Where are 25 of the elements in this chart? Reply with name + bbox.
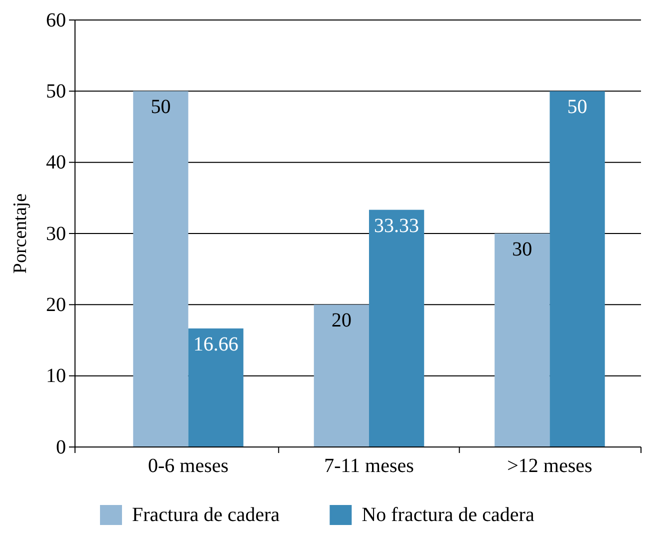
y-tick-label: 50 <box>46 80 66 103</box>
y-tick-label: 20 <box>46 294 66 316</box>
x-tick-label: 0-6 meses <box>148 455 229 477</box>
y-tick-label: 60 <box>46 9 66 32</box>
y-tick-label: 30 <box>46 222 66 245</box>
y-tick-label: 10 <box>46 365 66 388</box>
bar <box>550 91 605 447</box>
legend-label: Fractura de cadera <box>132 504 280 526</box>
y-tick-label: 0 <box>56 436 66 458</box>
bar <box>314 304 369 447</box>
data-label: 30 <box>512 238 532 260</box>
data-label: 33.33 <box>374 214 420 237</box>
bar <box>494 234 550 447</box>
legend-label: No fractura de cadera <box>362 504 534 526</box>
y-axis-title: Porcentaje <box>10 193 31 274</box>
data-label: 50 <box>567 96 588 118</box>
x-tick-label: >12 meses <box>507 455 593 477</box>
data-label: 16.66 <box>193 333 238 356</box>
data-label: 50 <box>150 96 171 118</box>
bar <box>133 91 188 447</box>
bar <box>188 328 244 447</box>
data-label: 20 <box>331 310 352 332</box>
x-tick-label: 7-11 meses <box>324 455 414 477</box>
y-tick-label: 40 <box>46 152 66 174</box>
bar <box>369 210 424 447</box>
